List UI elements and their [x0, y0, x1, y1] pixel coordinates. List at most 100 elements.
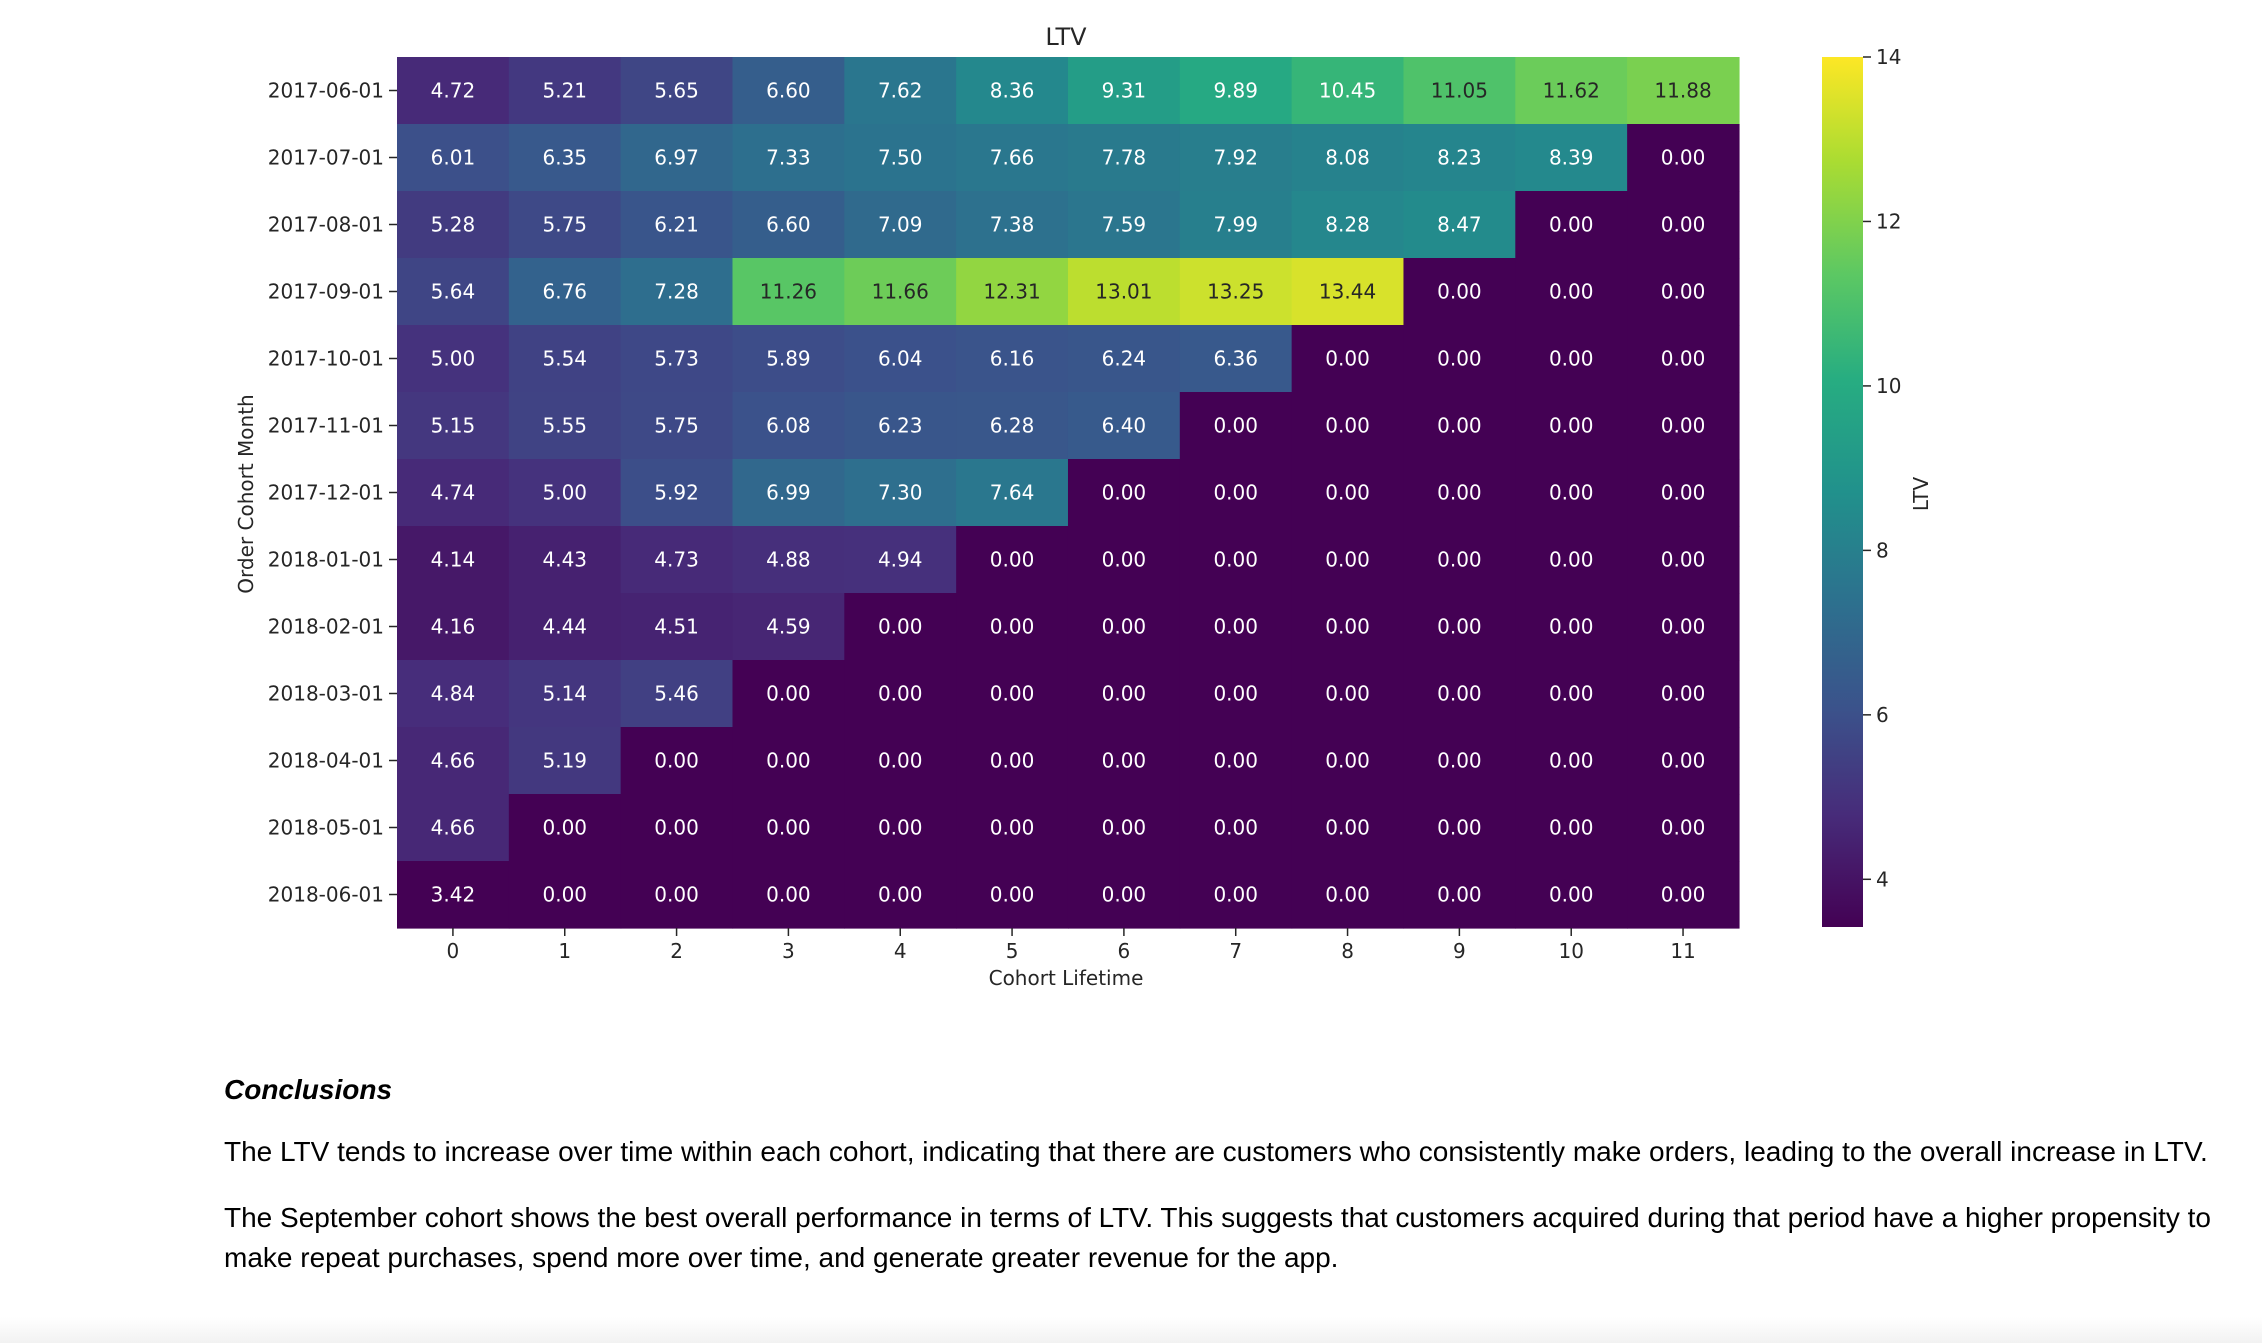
heatmap-cell — [1179, 593, 1293, 661]
heatmap-cell — [508, 57, 622, 125]
cell-value-label: 5.46 — [654, 682, 699, 706]
cell-value-label: 7.09 — [878, 213, 923, 237]
heatmap-cell — [732, 124, 845, 192]
y-tick-labels: 2017-06-01 2017-07-01 2017-08-01 2017-09-01… — [268, 79, 397, 907]
cell-value-label: 6.99 — [766, 481, 811, 505]
x-tick-label: 7 — [1229, 939, 1242, 963]
cell-value-label: 9.31 — [1102, 79, 1147, 103]
y-tick-label: 2018-03-01 — [268, 682, 384, 706]
cell-value-label: 0.00 — [1549, 347, 1594, 371]
heatmap-cell — [1067, 593, 1181, 661]
heatmap-cell — [1515, 124, 1628, 192]
cell-value-label: 10.45 — [1319, 79, 1376, 103]
heatmap-cell — [732, 325, 845, 393]
cell-value-label: 0.00 — [878, 682, 923, 706]
heatmap-cell — [1627, 191, 1740, 259]
colorbar-tick-label: 6 — [1876, 703, 1889, 727]
heatmap-cell — [956, 392, 1069, 460]
cell-value-label: 0.00 — [1437, 682, 1482, 706]
heatmap-cell — [508, 258, 622, 326]
x-tick-label: 9 — [1453, 939, 1466, 963]
cell-value-label: 7.92 — [1213, 146, 1258, 170]
cell-value-label: 8.36 — [990, 79, 1035, 103]
heatmap-cell — [1179, 660, 1293, 728]
x-tick-label: 8 — [1341, 939, 1354, 963]
heatmap-cell — [1179, 191, 1293, 259]
cell-value-label: 0.00 — [1437, 883, 1482, 907]
cell-value-label: 5.64 — [431, 280, 476, 304]
heatmap-cell — [1515, 392, 1628, 460]
heatmap-cell — [508, 459, 622, 527]
heatmap-cell — [1627, 258, 1740, 326]
cell-value-label: 0.00 — [1325, 615, 1370, 639]
heatmap-cell — [956, 124, 1069, 192]
cell-value-label: 0.00 — [1549, 682, 1594, 706]
cell-value-label: 0.00 — [542, 816, 587, 840]
cell-value-label: 11.88 — [1654, 79, 1711, 103]
cell-value-label: 11.26 — [760, 280, 817, 304]
y-tick-label: 2018-04-01 — [268, 749, 384, 773]
cell-value-label: 0.00 — [1549, 213, 1594, 237]
cell-value-label: 5.21 — [542, 79, 587, 103]
cell-value-label: 0.00 — [1661, 414, 1706, 438]
cell-value-label: 0.00 — [878, 615, 923, 639]
heatmap-cell — [1627, 526, 1740, 594]
cell-value-label: 7.33 — [766, 146, 811, 170]
cell-value-label: 5.14 — [542, 682, 587, 706]
heatmap-cell — [844, 459, 957, 527]
cell-value-label: 0.00 — [1549, 481, 1594, 505]
heatmap-cell — [620, 593, 734, 661]
cell-value-label: 6.21 — [654, 213, 699, 237]
cell-value-label: 8.47 — [1437, 213, 1482, 237]
cell-value-label: 4.72 — [431, 79, 476, 103]
heatmap-cell — [1403, 124, 1516, 192]
cell-value-label: 0.00 — [878, 816, 923, 840]
x-tick-label: 10 — [1558, 939, 1583, 963]
heatmap-cell — [844, 392, 957, 460]
heatmap-cell — [844, 794, 957, 862]
cell-value-label: 0.00 — [1437, 280, 1482, 304]
heatmap-cell — [1179, 459, 1293, 527]
cell-value-label: 0.00 — [1549, 615, 1594, 639]
heatmap-cell — [397, 861, 510, 929]
conclusions-paragraph-1: The LTV tends to increase over time with… — [224, 1136, 2208, 1167]
heatmap-cell — [620, 124, 734, 192]
heatmap-cell — [1627, 593, 1740, 661]
heatmap-cell — [1403, 258, 1516, 326]
heatmap-cell — [1179, 861, 1293, 929]
cell-value-label: 5.75 — [542, 213, 587, 237]
cell-value-label: 0.00 — [878, 749, 923, 773]
colorbar-tick-label: 4 — [1876, 867, 1889, 891]
heatmap-cell — [1291, 660, 1405, 728]
heatmap-cell — [844, 593, 957, 661]
heatmap-cell — [397, 392, 510, 460]
heatmap-cell — [1179, 258, 1293, 326]
cell-value-label: 0.00 — [1102, 481, 1147, 505]
cell-value-label: 0.00 — [1437, 414, 1482, 438]
heatmap-cell — [1067, 124, 1181, 192]
cell-value-label: 8.28 — [1325, 213, 1370, 237]
heatmap-cell — [1291, 124, 1405, 192]
heatmap-cell — [620, 861, 734, 929]
cell-value-label: 0.00 — [766, 816, 811, 840]
cell-value-label: 0.00 — [1213, 682, 1258, 706]
cell-value-label: 5.28 — [431, 213, 476, 237]
cell-value-label: 0.00 — [1213, 816, 1258, 840]
heatmap-cell — [1515, 794, 1628, 862]
cell-value-label: 5.00 — [431, 347, 476, 371]
heatmap-cell — [1515, 57, 1628, 125]
cell-value-label: 0.00 — [1661, 749, 1706, 773]
heatmap-cell — [732, 660, 845, 728]
cell-value-label: 0.00 — [1661, 883, 1706, 907]
heatmap-cell — [844, 325, 957, 393]
cell-value-label: 0.00 — [1661, 280, 1706, 304]
heatmap-cell — [1067, 526, 1181, 594]
heatmap-cell — [1179, 57, 1293, 125]
cell-value-label: 0.00 — [1325, 883, 1370, 907]
heatmap-cell — [620, 727, 734, 795]
heatmap-cell — [1291, 794, 1405, 862]
heatmap-cell — [1291, 861, 1405, 929]
cell-value-label: 5.54 — [542, 347, 587, 371]
cell-value-label: 0.00 — [1213, 481, 1258, 505]
colorbar-tick-label: 10 — [1876, 374, 1901, 398]
